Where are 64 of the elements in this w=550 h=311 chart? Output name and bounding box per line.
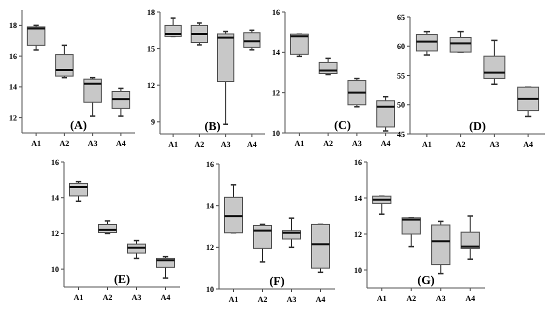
- x-tick-label: A4: [116, 139, 126, 148]
- x-tick-label: A2: [194, 140, 204, 149]
- text: (C): [334, 118, 351, 132]
- y-tick-label: 12: [147, 81, 155, 90]
- x-tick-label: A2: [323, 139, 334, 148]
- y-tick-label: 18: [147, 8, 155, 17]
- y-tick-label: 50: [397, 100, 405, 110]
- x-tick-label: A3: [352, 139, 362, 148]
- y-tick-label: 55: [397, 71, 405, 80]
- y-tick-label: 10: [206, 284, 214, 294]
- y-tick-label: 65: [397, 12, 405, 22]
- text: (E): [114, 272, 130, 286]
- x-tick-label: A1: [422, 140, 432, 149]
- x-tick-label: A1: [168, 140, 178, 149]
- y-tick-label: 60: [397, 42, 405, 52]
- x-tick-label: A2: [59, 139, 70, 148]
- x-tick-label: A2: [456, 140, 466, 149]
- y-tick-label: 16: [354, 158, 362, 167]
- text: (F): [269, 274, 285, 288]
- x-tick-label: A4: [523, 140, 534, 149]
- y-tick-label: 9: [151, 118, 155, 127]
- x-tick-label: A2: [102, 293, 112, 302]
- y-tick-label: 12: [51, 229, 59, 238]
- y-tick-label: 18: [9, 21, 17, 30]
- x-tick-label: A1: [228, 295, 238, 304]
- x-tick-label: A1: [31, 139, 42, 148]
- x-tick-label: A4: [380, 139, 391, 148]
- y-tick-label: 10: [272, 128, 280, 138]
- x-tick-label: A3: [132, 293, 142, 302]
- y-tick-label: 12: [9, 113, 17, 122]
- y-tick-label: 10: [354, 266, 362, 275]
- text: (D): [469, 119, 486, 133]
- x-tick-label: A1: [74, 293, 84, 302]
- y-tick-label: 10: [51, 264, 59, 274]
- x-tick-label: A3: [286, 295, 296, 304]
- y-tick-label: 12: [354, 230, 362, 239]
- y-tick-label: 12: [206, 243, 214, 252]
- x-tick-label: A3: [220, 140, 231, 149]
- x-tick-label: A3: [88, 139, 98, 148]
- x-tick-label: A3: [489, 140, 500, 149]
- text: (A): [70, 118, 87, 132]
- x-tick-label: A4: [246, 140, 257, 149]
- y-tick-label: 16: [51, 158, 59, 167]
- text: (G): [417, 273, 435, 287]
- y-tick-label: 16: [206, 160, 214, 169]
- x-tick-label: A4: [160, 293, 170, 302]
- x-tick-label: A1: [376, 294, 387, 303]
- y-tick-label: 16: [272, 8, 280, 17]
- y-tick-label: 14: [354, 194, 362, 203]
- y-tick-label: 16: [9, 52, 17, 61]
- y-tick-label: 14: [272, 48, 280, 58]
- y-tick-label: 14: [9, 82, 17, 92]
- x-tick-label: A4: [316, 295, 326, 304]
- y-tick-label: 14: [206, 201, 214, 210]
- x-tick-label: A3: [436, 294, 446, 303]
- y-tick-label: 12: [272, 88, 280, 98]
- x-tick-label: A2: [258, 295, 268, 304]
- x-tick-label: A2: [406, 294, 416, 303]
- y-tick-label: 14: [51, 194, 59, 203]
- text: (B): [204, 119, 220, 133]
- x-tick-label: A1: [294, 139, 304, 148]
- y-tick-label: 15: [147, 44, 155, 54]
- x-tick-label: A4: [465, 294, 476, 303]
- y-tick-label: 45: [397, 130, 405, 139]
